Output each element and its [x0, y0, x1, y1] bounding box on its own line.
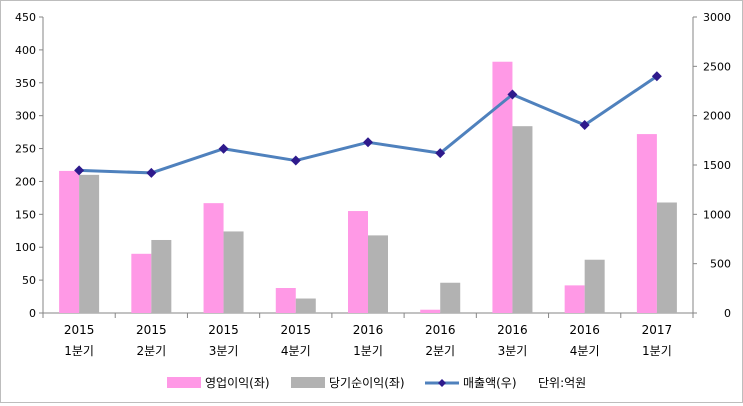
- bar: [59, 170, 80, 313]
- unit-note: 단위:억원: [538, 376, 586, 390]
- legend: 영업이익(좌) 당기순이익(좌) 매출액(우) 단위:억원: [167, 376, 586, 390]
- bar: [275, 288, 296, 313]
- bar: [492, 61, 513, 314]
- legend-label: 매출액(우): [463, 376, 517, 390]
- x-tick-label-quarter: 1분기: [64, 344, 94, 358]
- y-left-tick-label: 300: [15, 110, 36, 123]
- y-left-tick-label: 0: [29, 307, 36, 320]
- x-tick-label-quarter: 3분기: [209, 344, 239, 358]
- bar: [636, 134, 657, 313]
- series-point: [146, 167, 157, 178]
- y-left-tick-label: 250: [15, 143, 36, 156]
- y-left-tick-label: 50: [22, 274, 36, 287]
- series-point: [579, 120, 590, 131]
- y-left-tick-label: 400: [15, 44, 36, 57]
- x-tick-label-year: 2015: [208, 323, 239, 337]
- line-series: [74, 71, 662, 178]
- series-point: [74, 165, 85, 176]
- y-left-tick-label: 200: [15, 175, 36, 188]
- bars: [59, 61, 677, 314]
- bar: [79, 174, 100, 313]
- y-right-tick-label: 0: [724, 307, 731, 320]
- x-tick-label-year: 2016: [497, 323, 528, 337]
- y-left-tick-label: 350: [15, 77, 36, 90]
- bar: [151, 239, 172, 313]
- bar: [348, 211, 368, 313]
- y-right-tick-label: 3000: [703, 11, 731, 24]
- bar: [223, 231, 244, 313]
- x-tick-label-year: 2016: [353, 323, 384, 337]
- bar: [656, 202, 677, 313]
- legend-swatch: [167, 377, 201, 388]
- bar: [512, 126, 533, 314]
- x-tick-label-quarter: 2분기: [136, 344, 166, 358]
- x-tick-label-year: 2015: [281, 323, 312, 337]
- x-tick-label-year: 2015: [136, 323, 167, 337]
- series-point: [218, 143, 229, 154]
- series-point: [363, 137, 373, 148]
- y-right-tick-label: 1000: [703, 208, 731, 221]
- legend-label: 당기순이익(좌): [329, 376, 405, 390]
- y-right-tick-label: 2000: [703, 110, 731, 123]
- x-tick-label-quarter: 3분기: [498, 344, 528, 358]
- y-right-tick-label: 1500: [703, 159, 731, 172]
- x-tick-label-year: 2016: [569, 323, 600, 337]
- bar: [564, 285, 585, 313]
- bar: [440, 282, 461, 313]
- y-right-tick-label: 500: [710, 258, 731, 271]
- bar: [368, 235, 388, 313]
- legend-label: 영업이익(좌): [205, 376, 270, 390]
- bar: [295, 298, 316, 313]
- y-left-tick-label: 150: [15, 208, 36, 221]
- series-point: [507, 89, 518, 100]
- bar: [584, 259, 605, 313]
- y-left-tick-label: 450: [15, 11, 36, 24]
- x-tick-label-quarter: 4분기: [570, 344, 600, 358]
- x-tick-label-year: 2017: [642, 323, 673, 337]
- x-tick-label-year: 2016: [425, 323, 456, 337]
- y-right-tick-label: 2500: [703, 60, 731, 73]
- x-tick-label-quarter: 1분기: [353, 344, 383, 358]
- legend-swatch: [291, 377, 325, 388]
- x-tick-label-quarter: 4분기: [281, 344, 311, 358]
- x-tick-label-year: 2015: [64, 323, 95, 337]
- series-point: [651, 71, 662, 82]
- series-point: [435, 148, 446, 159]
- bar: [131, 253, 152, 313]
- y-left-tick-label: 100: [15, 241, 36, 254]
- x-tick-label-quarter: 1분기: [642, 344, 672, 358]
- bar: [420, 309, 441, 313]
- axes: 0 50 100 150 200 250 300 350 400 450 0 500 1000 1500 2…: [15, 11, 731, 358]
- series-point: [290, 155, 301, 166]
- bar: [203, 203, 224, 313]
- series-line: [79, 74, 658, 175]
- x-tick-label-quarter: 2분기: [425, 344, 455, 358]
- legend-marker: [438, 379, 446, 387]
